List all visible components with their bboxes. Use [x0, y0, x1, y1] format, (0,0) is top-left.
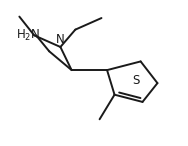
Text: S: S — [132, 74, 140, 87]
Text: H$_2$N: H$_2$N — [16, 28, 40, 43]
Text: N: N — [56, 33, 65, 46]
